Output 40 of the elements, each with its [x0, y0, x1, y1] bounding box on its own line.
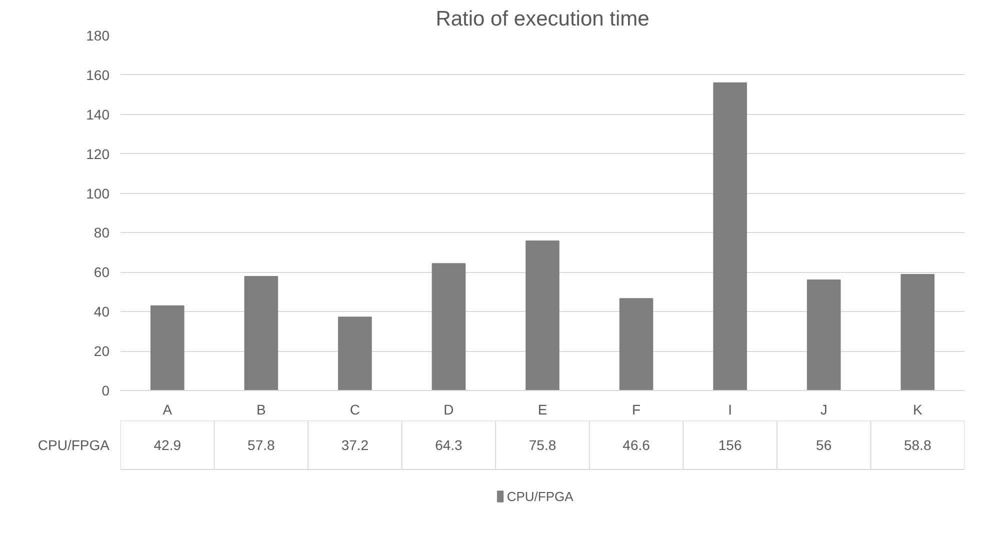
data-label: 46.6 — [622, 437, 650, 454]
bar — [900, 274, 935, 390]
x-tick-label: A — [162, 402, 173, 418]
y-tick-label: 80 — [94, 224, 110, 241]
bar — [619, 298, 654, 390]
x-tick-label: K — [912, 402, 923, 418]
x-tick-label: B — [256, 402, 266, 418]
chart-title: Ratio of execution time — [436, 8, 650, 30]
text: CPU/FPGA — [38, 437, 110, 454]
y-tick-label: 140 — [86, 106, 110, 122]
y-tick-label: 160 — [86, 66, 110, 83]
x-tick-label: J — [820, 402, 828, 418]
data-label: 42.9 — [154, 437, 182, 454]
bar — [806, 280, 841, 390]
y-tick-label: 100 — [86, 185, 110, 202]
data-label: 37.2 — [341, 437, 369, 454]
bar — [244, 276, 278, 390]
x-tick-label: F — [632, 402, 641, 418]
bar — [526, 240, 560, 390]
y-tick-label: 0 — [102, 382, 110, 398]
data-label: 56 — [816, 437, 832, 454]
data-label: 156 — [718, 437, 742, 454]
x-tick-label: I — [728, 402, 732, 418]
y-tick-label: 40 — [94, 304, 110, 320]
y-tick-label: 180 — [86, 28, 110, 44]
x-tick-label: D — [444, 402, 454, 418]
data-label: 75.8 — [528, 437, 556, 454]
data-label: 58.8 — [904, 437, 932, 454]
y-tick-label: 20 — [94, 343, 110, 360]
y-tick-label: 60 — [94, 264, 110, 280]
data-label: 57.8 — [248, 437, 276, 454]
bar — [338, 316, 372, 390]
data-label: 64.3 — [435, 437, 463, 454]
bar — [713, 82, 747, 390]
x-tick-label: E — [538, 402, 548, 418]
y-tick-label: 120 — [86, 146, 110, 162]
x-tick-label: C — [350, 402, 360, 418]
bar — [432, 263, 466, 390]
legend-label: CPU/FPGA — [506, 489, 574, 504]
bar — [150, 305, 184, 390]
